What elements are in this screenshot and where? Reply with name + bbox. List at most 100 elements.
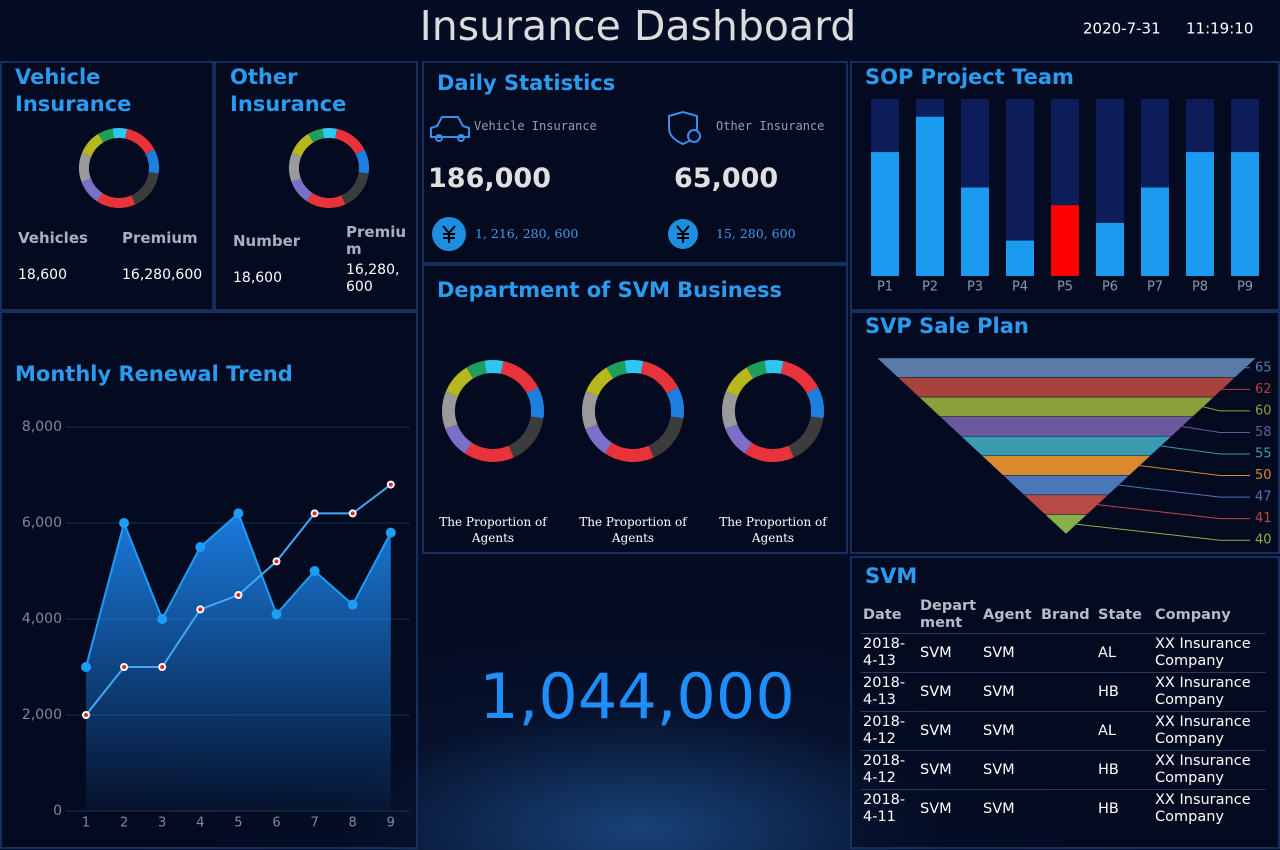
- donut-segment: [96, 193, 136, 208]
- donut-segment: [585, 367, 614, 397]
- panel-title: SVP Sale Plan: [865, 314, 1029, 338]
- y-tick-label: 0: [53, 803, 62, 819]
- x-tick-label: 9: [387, 816, 395, 831]
- funnel-label: 62: [1255, 382, 1272, 397]
- x-tick-label: 3: [158, 816, 166, 831]
- leader-line: [1160, 445, 1250, 455]
- point: [195, 542, 206, 552]
- x-tick-label: 7: [310, 816, 318, 831]
- funnel-label: 58: [1255, 425, 1272, 440]
- table-cell: XX Insurance Company: [1153, 672, 1266, 712]
- stat-amount: 15, 280, 600: [716, 226, 796, 241]
- funnel-label: 40: [1255, 533, 1272, 548]
- donut-segment: [526, 387, 544, 419]
- shield-icon: [668, 110, 701, 146]
- donut-segment: [308, 128, 324, 143]
- value: 18,600: [18, 267, 67, 283]
- area: [86, 513, 391, 811]
- leader-line: [1203, 406, 1250, 412]
- point: [233, 508, 244, 519]
- bar: [1051, 205, 1079, 276]
- point-center: [122, 665, 127, 669]
- donut-segment: [335, 128, 365, 155]
- donut-segment: [81, 178, 103, 202]
- bar: [871, 152, 899, 276]
- funnel-label: 50: [1255, 468, 1272, 483]
- time: 11:19:10: [1186, 20, 1253, 38]
- table-cell: [1039, 750, 1096, 790]
- point: [157, 614, 168, 624]
- page-title: Insurance Dashboard: [420, 2, 857, 50]
- donut-segment: [500, 361, 539, 394]
- bar: [1006, 240, 1034, 276]
- table-cell: SVM: [918, 672, 981, 712]
- x-tick-label: P8: [1192, 280, 1208, 295]
- table-cell: AL: [1096, 711, 1153, 751]
- point-center: [198, 607, 203, 612]
- table-cell: XX Insurance Company: [1153, 750, 1266, 790]
- x-tick-label: P6: [1102, 280, 1118, 295]
- point: [81, 662, 91, 672]
- x-tick-label: 1: [82, 816, 90, 831]
- x-tick-label: P2: [922, 280, 938, 295]
- svm-table: Date Department Agent Brand State Company 2018…: [861, 597, 1266, 828]
- bar: [1231, 152, 1259, 276]
- donut-segment: [725, 367, 754, 397]
- table-cell: XX Insurance Company: [1153, 789, 1266, 828]
- donut-segment: [744, 442, 794, 462]
- leader-line: [1118, 484, 1250, 498]
- bar: [961, 187, 989, 276]
- value: 16,280,600: [122, 267, 203, 283]
- leader-line: [1219, 386, 1250, 390]
- donut-segment: [291, 178, 313, 202]
- table-cell: 2018-4-11: [861, 789, 918, 828]
- donut-caption: The Proportion of Agents: [439, 515, 547, 545]
- point-center: [236, 593, 241, 597]
- panel-title: Vehicle Insurance: [15, 65, 132, 116]
- donut-segment: [125, 128, 155, 155]
- donut-segment: [604, 442, 654, 462]
- table-cell: 2018-4-13: [861, 672, 918, 712]
- donut-segment: [82, 133, 104, 157]
- donut-segment: [508, 416, 544, 458]
- stat-count: 65,000: [674, 163, 779, 194]
- donut-segment: [648, 416, 684, 458]
- point-center: [350, 511, 355, 516]
- donut-segment: [98, 128, 114, 143]
- panel-title: Monthly Renewal Trend: [15, 362, 293, 386]
- donut-segment: [355, 149, 369, 174]
- funnel-layer: [939, 416, 1194, 437]
- donut-segment: [341, 172, 369, 205]
- y-tick-label: 2,000: [22, 707, 62, 723]
- panel-title: Daily Statistics: [437, 71, 616, 95]
- table-cell: [1039, 789, 1096, 828]
- point-center: [160, 665, 165, 669]
- bar: [1096, 222, 1124, 276]
- donut-segment: [624, 360, 644, 374]
- table-row: 2018-4-13 SVM SVM AL XX Insurance Company: [861, 633, 1266, 673]
- x-tick-label: P1: [877, 280, 893, 295]
- car-icon: [430, 116, 470, 142]
- funnel-layer: [1044, 514, 1088, 535]
- panel: [0, 61, 214, 311]
- column-header: Vehicles: [18, 229, 88, 247]
- panel-title: Other Insurance: [230, 65, 347, 116]
- point: [347, 599, 358, 610]
- funnel-label: 55: [1255, 447, 1272, 462]
- table-cell: SVM: [981, 789, 1039, 828]
- donut-segment: [289, 152, 302, 183]
- donut-segment: [666, 387, 684, 419]
- donut-caption: The Proportion of Agents: [579, 515, 687, 545]
- column-header: Brand: [1041, 606, 1090, 623]
- point-center: [312, 511, 317, 516]
- panel: [422, 264, 848, 554]
- table-cell: XX Insurance Company: [1153, 711, 1266, 751]
- donut-segment: [292, 133, 314, 157]
- donut-segment: [585, 424, 613, 454]
- point: [119, 518, 130, 528]
- table-cell: [1039, 672, 1096, 712]
- table-cell: XX Insurance Company: [1153, 633, 1266, 673]
- table-row: 2018-4-13 SVM SVM HB XX Insurance Company: [861, 672, 1266, 712]
- total-number: 1,044,000: [479, 660, 795, 733]
